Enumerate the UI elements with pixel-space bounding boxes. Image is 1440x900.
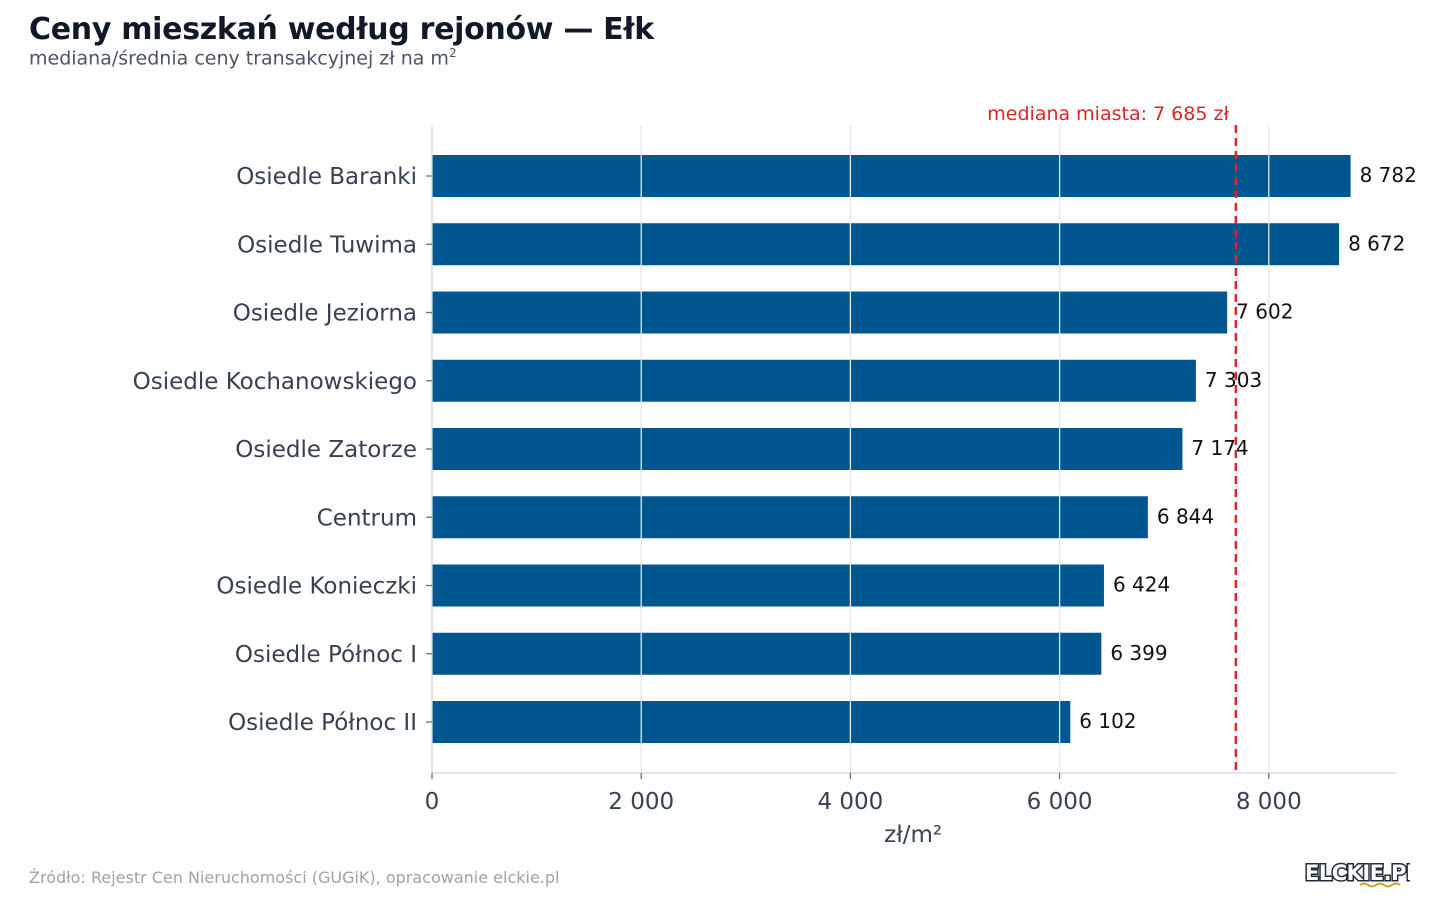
x-tick-label: 8 000 [1236, 789, 1302, 815]
elckie-logo: ELCKIE.PL [1304, 860, 1410, 888]
bar [432, 359, 1196, 402]
category-label: Osiedle Północ I [235, 642, 417, 668]
category-label: Osiedle Konieczki [216, 574, 417, 600]
value-label: 8 782 [1360, 163, 1417, 187]
category-label: Osiedle Baranki [236, 164, 417, 190]
value-label: 6 844 [1157, 504, 1214, 528]
value-label: 6 424 [1113, 573, 1170, 597]
category-label: Centrum [317, 505, 417, 531]
source-note: Źródło: Rejestr Cen Nieruchomości (GUGiK… [29, 868, 560, 887]
bar [432, 701, 1071, 743]
category-label: Osiedle Kochanowskiego [133, 369, 417, 395]
chart-subtitle: mediana/średnia ceny transakcyjnej zł na… [29, 46, 457, 69]
bar [432, 155, 1351, 197]
subtitle-superscript: 2 [448, 46, 457, 60]
value-label: 7 303 [1205, 368, 1262, 392]
logo-text: ELCKIE.PL [1305, 861, 1410, 885]
category-label: Osiedle Zatorze [235, 437, 417, 463]
category-label: Osiedle Północ II [228, 710, 417, 736]
value-label: 7 174 [1191, 436, 1248, 460]
category-label: Osiedle Jeziorna [233, 301, 417, 327]
bar [432, 496, 1148, 539]
subtitle-text: mediana/średnia ceny transakcyjnej zł na… [29, 47, 449, 70]
x-tick-label: 0 [425, 789, 440, 815]
value-label: 6 102 [1079, 709, 1136, 733]
x-axis-title: zł/m² [884, 822, 942, 848]
median-label: mediana miasta: 7 685 zł [987, 103, 1229, 125]
bar [432, 223, 1340, 266]
value-label: 8 672 [1348, 231, 1405, 255]
logo-wave [1359, 882, 1401, 888]
bar [432, 632, 1102, 675]
chart-title: Ceny mieszkań według rejonów — Ełk [29, 12, 654, 47]
x-tick-label: 2 000 [608, 789, 674, 815]
bar [432, 291, 1228, 334]
x-tick-label: 6 000 [1027, 789, 1093, 815]
value-label: 7 602 [1236, 300, 1293, 324]
category-label: Osiedle Tuwima [237, 232, 417, 258]
x-tick-label: 4 000 [817, 789, 883, 815]
bar [432, 428, 1183, 470]
bar [432, 564, 1104, 607]
value-label: 6 399 [1110, 641, 1167, 665]
